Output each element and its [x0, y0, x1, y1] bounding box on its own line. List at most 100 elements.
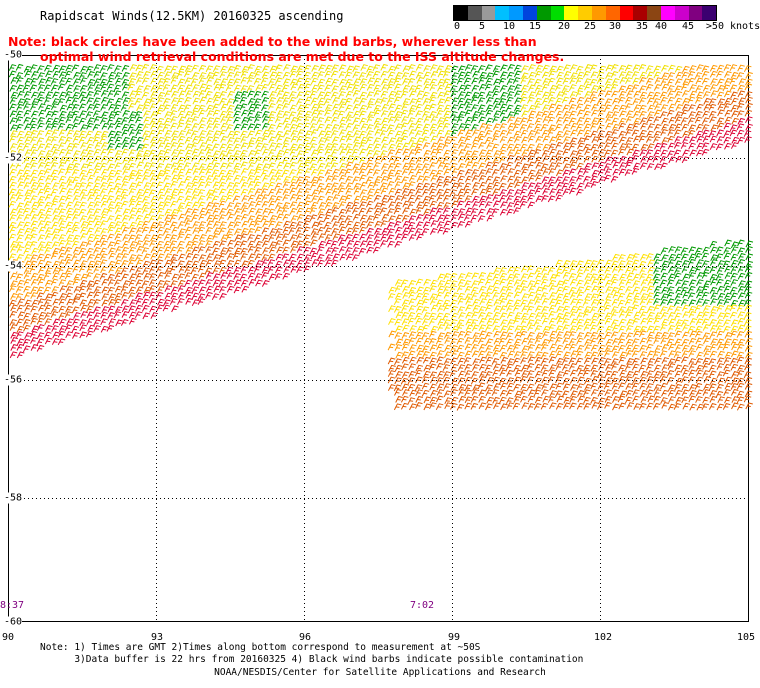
wind-barb [93, 286, 102, 293]
wind-barb [219, 91, 227, 98]
wind-barb [555, 363, 564, 371]
wind-barb [177, 273, 186, 281]
wind-barb [352, 65, 360, 73]
wind-barb [667, 325, 676, 332]
wind-barb [309, 207, 318, 215]
wind-barb [164, 129, 172, 137]
wind-barb [724, 351, 733, 359]
wind-barb [114, 214, 123, 222]
wind-barb [192, 84, 200, 91]
wind-barb [730, 350, 739, 358]
wind-barb [464, 384, 473, 392]
wind-barb [408, 174, 417, 182]
wind-barb [611, 351, 620, 359]
wind-barb [332, 194, 341, 201]
wind-barb [625, 389, 634, 397]
wind-barb [443, 304, 451, 312]
wind-barb [289, 123, 298, 131]
wind-barb [206, 72, 214, 79]
wind-barb [485, 91, 494, 98]
wind-barb [226, 228, 234, 236]
wind-barb [72, 265, 80, 273]
wind-barb [344, 215, 353, 223]
wind-barb [170, 208, 179, 216]
wind-barb [149, 305, 157, 313]
wind-barb [604, 90, 613, 98]
wind-barb [577, 137, 586, 145]
wind-barb [695, 130, 704, 138]
wind-barb [163, 182, 171, 190]
wind-barb [268, 142, 277, 150]
wind-barb [437, 273, 445, 281]
wind-barb [317, 226, 325, 234]
wind-barb [65, 96, 74, 104]
wind-barb [380, 220, 388, 228]
wind-barb [666, 370, 675, 377]
wind-barb [267, 259, 276, 267]
wind-barb [443, 188, 451, 196]
wind-barb [393, 384, 402, 392]
wind-barb [247, 194, 256, 202]
wind-barb [493, 299, 502, 306]
wind-barb [471, 124, 479, 131]
wind-barb [604, 78, 613, 86]
wind-barb [157, 201, 165, 209]
wind-barb [527, 161, 536, 169]
wind-barb [290, 83, 299, 91]
wind-barb [569, 150, 578, 158]
wind-barb [423, 337, 432, 345]
wind-barb [282, 91, 290, 99]
wind-barb [198, 272, 207, 280]
wind-barb [339, 85, 347, 93]
wind-barb [65, 213, 74, 221]
wind-barb [576, 344, 585, 352]
wind-barb [226, 104, 235, 112]
wind-barb [638, 364, 647, 372]
legend-label: 5 [478, 21, 486, 32]
wind-barb [254, 70, 262, 78]
wind-barb [708, 98, 717, 106]
wind-barb [528, 285, 536, 293]
wind-barb [402, 98, 411, 105]
wind-barb [422, 286, 431, 294]
wind-barb [387, 228, 395, 236]
wind-barbs [8, 63, 754, 411]
wind-barb [212, 221, 221, 228]
wind-barb [653, 389, 662, 396]
wind-barb [528, 91, 536, 99]
wind-barb [744, 376, 753, 384]
wind-barb [44, 233, 53, 240]
wind-barb [576, 291, 585, 299]
wind-barb [472, 337, 480, 345]
wind-barb [51, 98, 60, 106]
wind-barb [443, 358, 452, 365]
wind-barb [674, 330, 683, 338]
wind-barb [99, 135, 108, 143]
wind-barb [709, 143, 718, 150]
wind-barb [121, 78, 130, 86]
wind-barb [122, 240, 130, 248]
wind-barb [547, 396, 556, 403]
wind-barb [681, 304, 690, 312]
wind-barb [304, 207, 312, 215]
wind-barb [570, 384, 578, 391]
wind-barb [611, 358, 619, 366]
wind-barb [275, 233, 284, 241]
wind-barb [625, 383, 633, 390]
wind-barb [653, 130, 662, 138]
wind-barb [402, 84, 410, 92]
wind-barb [610, 83, 619, 91]
wind-barb [65, 221, 74, 229]
wind-barb [437, 305, 445, 312]
wind-barb [674, 65, 683, 73]
wind-barb [723, 247, 731, 254]
wind-barb [632, 389, 640, 397]
wind-barb [470, 65, 479, 72]
wind-barb [435, 148, 444, 156]
wind-barb [409, 325, 417, 332]
legend-swatch [647, 6, 661, 20]
wind-barb [344, 71, 353, 79]
wind-barb [30, 337, 38, 344]
wind-barb [204, 84, 213, 92]
wind-barb [505, 363, 514, 371]
